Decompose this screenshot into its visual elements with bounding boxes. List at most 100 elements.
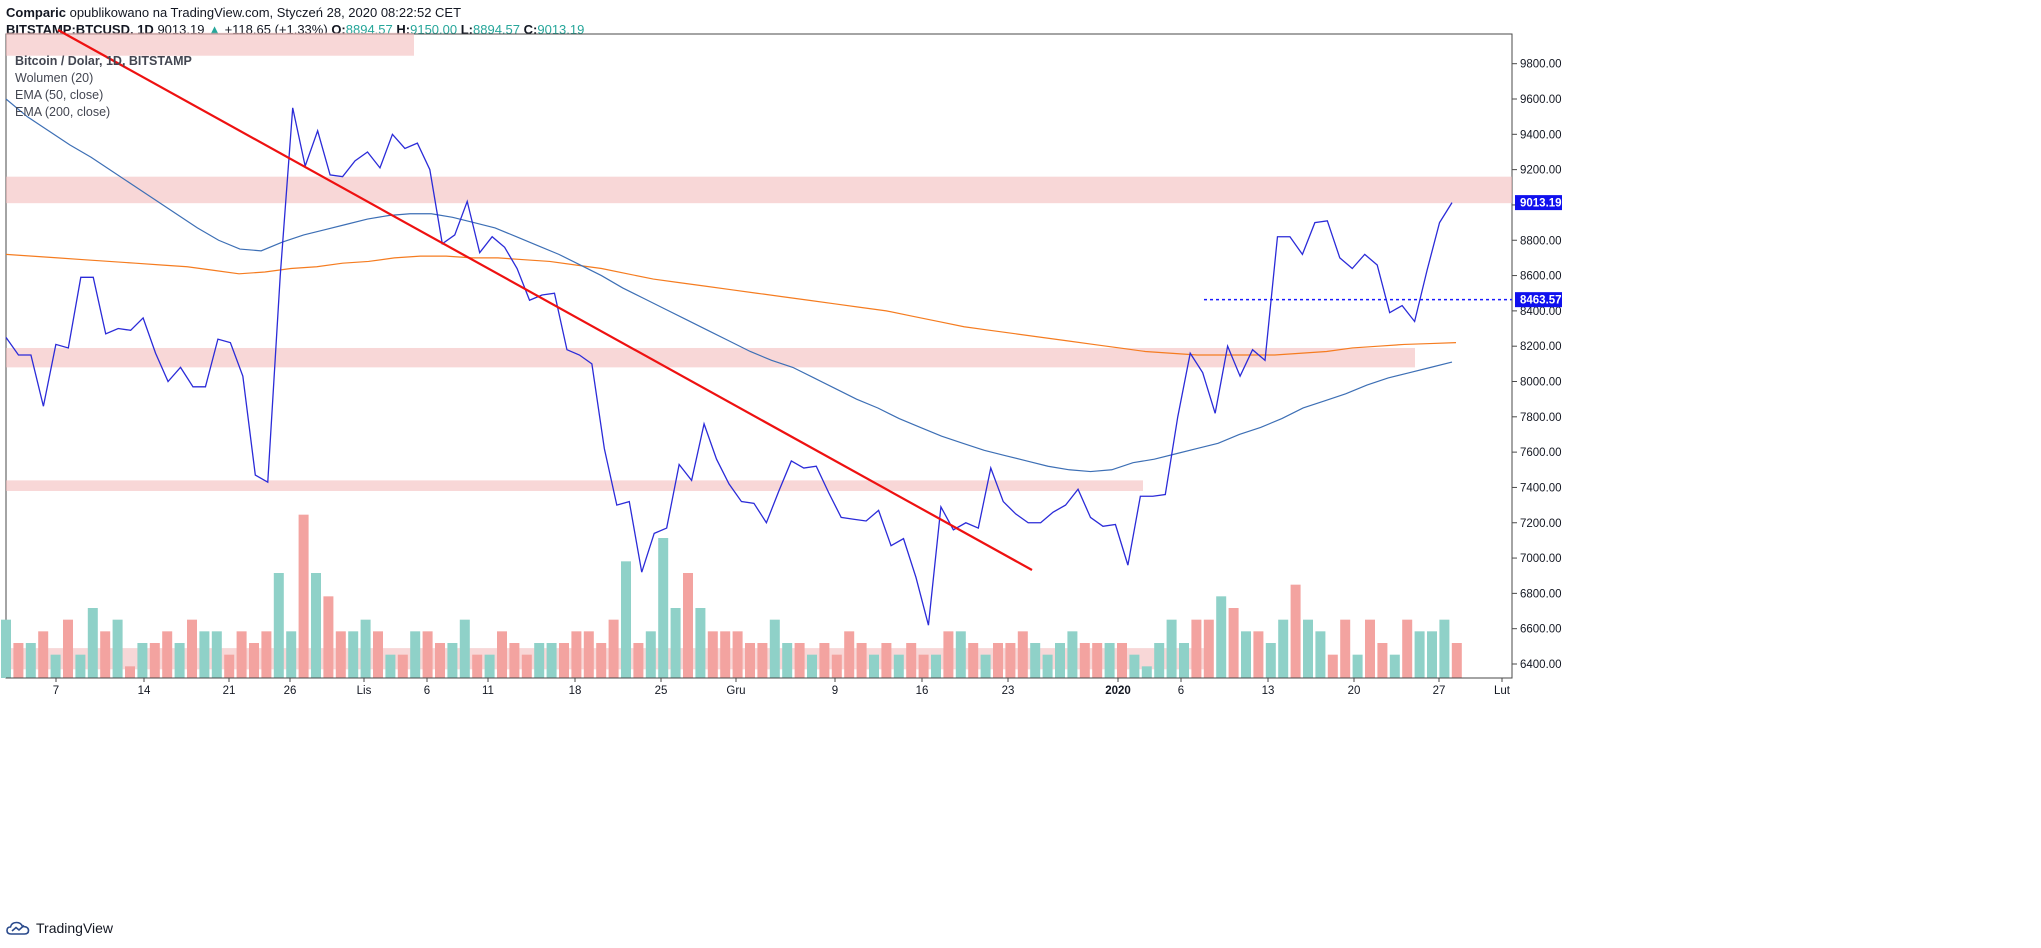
volume-bar	[645, 631, 656, 678]
hline-price-label: 8463.57	[1520, 295, 1562, 307]
volume-bar	[831, 654, 842, 678]
volume-bar	[745, 643, 755, 678]
volume-bar	[435, 643, 445, 678]
volume-bar	[1253, 631, 1264, 678]
volume-bar	[1042, 654, 1053, 678]
x-tick-label: 25	[655, 685, 668, 697]
volume-bar	[335, 631, 346, 678]
volume-bar	[174, 643, 185, 678]
volume-bar	[1005, 643, 1016, 678]
volume-bar	[1141, 666, 1152, 678]
volume-bar	[1439, 619, 1450, 678]
y-tick-label: 7800.00	[1520, 412, 1562, 424]
volume-bar	[1352, 654, 1363, 678]
x-tick-label: 26	[284, 685, 297, 697]
volume-bar	[286, 631, 297, 678]
y-tick-label: 9400.00	[1520, 129, 1562, 141]
volume-bar	[683, 573, 693, 678]
publish-text: opublikowano na TradingView.com, Styczeń…	[69, 5, 462, 20]
volume-bar	[360, 619, 371, 678]
volume-bar	[1179, 643, 1189, 678]
volume-bar	[1451, 643, 1462, 678]
legend-ema200: EMA (200, close)	[15, 105, 111, 119]
y-tick-label: 7400.00	[1520, 482, 1562, 494]
volume-bar	[1389, 654, 1400, 678]
y-tick-label: 9800.00	[1520, 59, 1562, 71]
x-tick-label: 14	[138, 685, 151, 697]
y-tick-label: 6600.00	[1520, 624, 1562, 636]
last-price-label-box	[1515, 195, 1562, 211]
volume-bar	[1104, 643, 1115, 678]
low-label: L:	[460, 22, 474, 37]
volume-bar	[931, 654, 941, 678]
volume-bar	[100, 631, 111, 678]
volume-bar	[422, 631, 433, 678]
volume-bar	[149, 643, 160, 678]
legend-ema50: EMA (50, close)	[15, 88, 104, 102]
x-tick-label: 21	[223, 685, 236, 697]
y-tick-label: 9600.00	[1520, 94, 1562, 106]
y-tick-label: 7000.00	[1520, 553, 1562, 565]
volume-bar	[893, 654, 904, 678]
volume-bar	[1129, 654, 1140, 678]
volume-bar	[869, 654, 879, 678]
volume-bar	[447, 643, 458, 678]
brand-name: TradingView	[36, 920, 114, 936]
volume-bar	[75, 654, 86, 678]
x-tick-label: 16	[916, 685, 929, 697]
y-tick-label: 7200.00	[1520, 518, 1562, 530]
tradingview-footer[interactable]: TradingView	[6, 920, 113, 936]
volume-bar	[670, 608, 681, 678]
volume-bar	[472, 654, 483, 678]
volume-bar	[38, 631, 49, 678]
volume-bar	[993, 643, 1003, 678]
volume-bar	[732, 631, 743, 678]
volume-bar	[459, 619, 470, 678]
y-tick-label: 6400.00	[1520, 659, 1562, 671]
volume-bar	[1117, 643, 1127, 678]
volume-bar	[1278, 619, 1289, 678]
volume-bar	[162, 631, 173, 678]
volume-bar	[211, 631, 222, 678]
volume-bar	[1092, 643, 1103, 678]
zone-top-left	[6, 32, 414, 56]
volume-bar	[224, 654, 235, 678]
y-tick-label: 6800.00	[1520, 588, 1562, 600]
legend-title: Bitcoin / Dolar, 1D, BITSTAMP	[15, 54, 192, 68]
hline-price-label-box	[1515, 292, 1562, 308]
author-name: Comparic	[6, 5, 66, 20]
x-tick-label: Lut	[1494, 685, 1511, 697]
y-tick-label: 8600.00	[1520, 271, 1562, 283]
volume-bar	[199, 631, 210, 678]
chart-legend: Bitcoin / Dolar, 1D, BITSTAMP Wolumen (2…	[15, 53, 192, 121]
volume-bar	[621, 561, 631, 678]
volume-bar	[13, 643, 24, 678]
volume-bar	[571, 631, 582, 678]
volume-bar	[497, 631, 507, 678]
y-tick-label: 7600.00	[1520, 447, 1562, 459]
volume-bar	[856, 643, 867, 678]
volume-bar	[782, 643, 793, 678]
volume-bar	[980, 654, 991, 678]
volume-bar	[87, 608, 98, 678]
volume-bar	[1340, 619, 1351, 678]
volume-bar	[955, 631, 966, 678]
volume-bar	[559, 643, 569, 678]
volume-bar	[484, 654, 495, 678]
volume-bar	[968, 643, 979, 678]
high-value: 9150.00	[410, 22, 458, 37]
zone-resistance-9000	[6, 176, 1512, 204]
volume-bar	[1327, 654, 1338, 678]
volume-bar	[1017, 631, 1028, 678]
x-tick-label: 23	[1002, 685, 1015, 697]
publish-info: Comparic opublikowano na TradingView.com…	[6, 5, 461, 20]
volume-bar	[546, 643, 557, 678]
zone-7400	[6, 480, 1143, 491]
volume-bar	[509, 643, 520, 678]
volume-bar	[1228, 608, 1239, 678]
volume-bar	[298, 514, 309, 678]
volume-bar	[1290, 584, 1301, 678]
volume-bar	[1265, 643, 1276, 678]
volume-bar	[25, 643, 36, 678]
